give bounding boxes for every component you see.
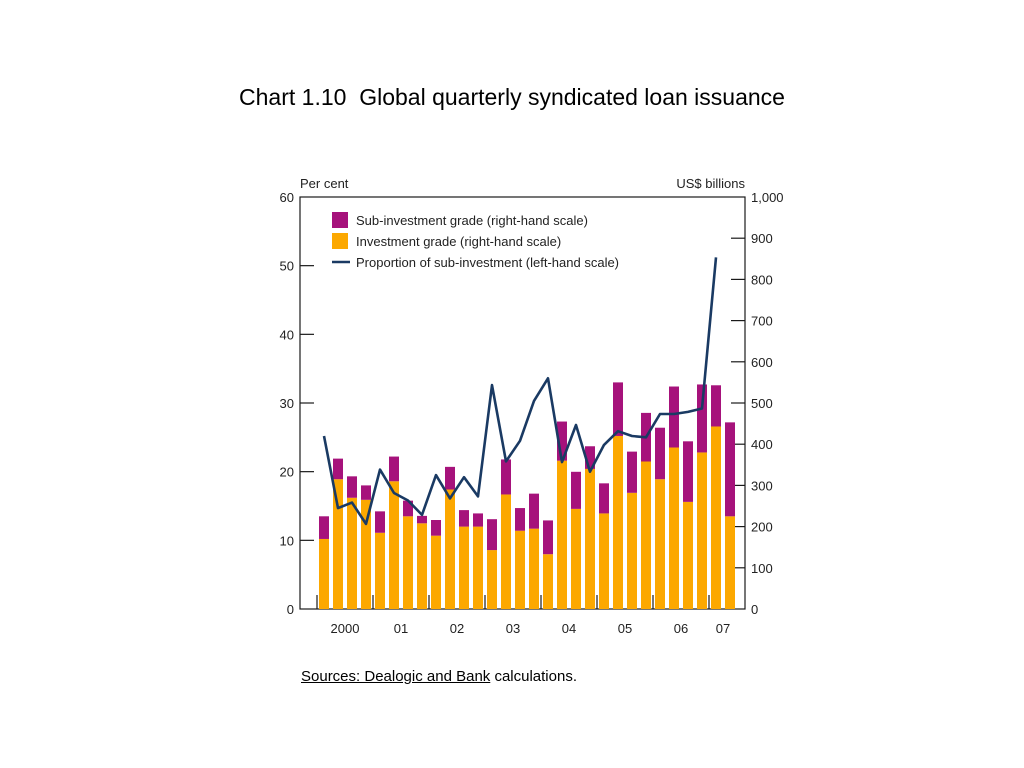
right-axis-label: US$ billions [676,176,745,191]
bar-sub-investment-grade [501,459,511,495]
bar-sub-investment-grade [417,515,427,524]
source-suffix: calculations. [490,668,577,685]
bar-sub-investment-grade [599,483,609,514]
source-prefix: Sources: Dealogic and Bank [301,668,491,685]
right-tick-label: 700 [751,314,773,329]
legend-swatch [332,233,348,249]
bar-sub-investment-grade [613,382,623,436]
bar-investment-grade [347,497,357,609]
legend-swatch [332,212,348,228]
legend-label: Sub-investment grade (right-hand scale) [356,213,588,228]
bar-investment-grade [571,508,581,609]
bar-investment-grade [459,526,469,609]
bar-sub-investment-grade [627,451,637,493]
bar-investment-grade [389,481,399,609]
source-note: Sources: Dealogic and Bank calculations. [301,668,577,685]
bar-sub-investment-grade [403,500,413,517]
left-axis-label: Per cent [300,176,349,191]
bar-investment-grade [487,550,497,609]
bar-investment-grade [557,460,567,609]
bar-sub-investment-grade [431,520,441,536]
bar-investment-grade [585,468,595,609]
bar-sub-investment-grade [487,519,497,551]
bar-investment-grade [641,461,651,609]
bar-sub-investment-grade [725,422,735,517]
right-tick-label: 600 [751,355,773,370]
x-tick-label: 03 [506,621,520,636]
bar-sub-investment-grade [543,520,553,555]
bar-sub-investment-grade [683,441,693,502]
bar-investment-grade [543,554,553,609]
legend-label: Proportion of sub-investment (left-hand … [356,255,619,270]
left-tick-label: 50 [280,259,294,274]
left-tick-label: 40 [280,327,294,342]
bar-investment-grade [375,532,385,609]
bar-investment-grade [361,499,371,609]
bar-sub-investment-grade [361,485,371,500]
bar-investment-grade [515,530,525,609]
right-tick-label: 400 [751,437,773,452]
bar-investment-grade [431,535,441,609]
bar-sub-investment-grade [389,456,399,482]
bar-sub-investment-grade [557,421,567,461]
bar-sub-investment-grade [515,508,525,531]
bar-sub-investment-grade [655,427,665,480]
bar-investment-grade [529,528,539,609]
bar-investment-grade [697,452,707,609]
bar-sub-investment-grade [445,466,455,490]
bar-investment-grade [473,526,483,609]
right-tick-label: 100 [751,561,773,576]
bar-sub-investment-grade [697,384,707,453]
bar-sub-investment-grade [585,446,595,469]
legend-label: Investment grade (right-hand scale) [356,234,561,249]
left-tick-label: 10 [280,533,294,548]
bar-investment-grade [711,426,721,609]
left-tick-label: 20 [280,465,294,480]
left-tick-label: 0 [287,602,294,617]
bar-sub-investment-grade [571,471,581,509]
left-tick-label: 30 [280,396,294,411]
bar-sub-investment-grade [333,458,343,480]
right-tick-label: 800 [751,272,773,287]
right-tick-label: 0 [751,602,758,617]
right-tick-label: 900 [751,231,773,246]
bar-investment-grade [417,523,427,609]
bar-sub-investment-grade [459,510,469,527]
chart-title: Chart 1.10 Global quarterly syndicated l… [239,84,785,110]
x-tick-label: 01 [394,621,408,636]
bar-investment-grade [613,435,623,609]
bar-investment-grade [501,494,511,609]
bar-sub-investment-grade [347,476,357,498]
bar-investment-grade [445,489,455,609]
x-tick-label: 06 [674,621,688,636]
left-tick-label: 60 [280,190,294,205]
x-tick-label: 07 [716,621,730,636]
right-tick-label: 1,000 [751,190,784,205]
x-tick-label: 2000 [331,621,360,636]
x-tick-label: 02 [450,621,464,636]
right-tick-label: 500 [751,396,773,411]
x-tick-label: 04 [562,621,576,636]
right-tick-label: 300 [751,478,773,493]
bar-investment-grade [725,516,735,609]
bar-investment-grade [403,516,413,609]
bar-investment-grade [627,492,637,609]
x-tick-label: 05 [618,621,632,636]
bar-investment-grade [655,479,665,609]
bar-sub-investment-grade [529,493,539,529]
bar-investment-grade [683,501,693,609]
bar-sub-investment-grade [669,386,679,448]
bar-investment-grade [669,447,679,609]
bar-investment-grade [333,479,343,609]
proportion-line [322,257,718,526]
bar-investment-grade [599,513,609,609]
bar-sub-investment-grade [711,385,721,427]
bar-sub-investment-grade [375,511,385,533]
bar-investment-grade [319,538,329,609]
bar-sub-investment-grade [473,513,483,527]
right-tick-label: 200 [751,520,773,535]
bar-sub-investment-grade [319,516,329,539]
